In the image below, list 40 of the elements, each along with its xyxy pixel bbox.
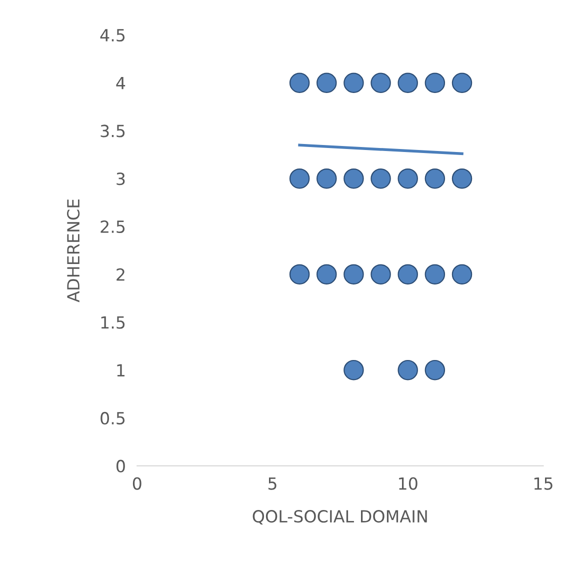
x-tick-label: 5 xyxy=(268,477,276,490)
x-tick-label: 10 xyxy=(399,477,418,490)
point xyxy=(316,72,337,93)
point xyxy=(289,264,310,284)
x-tick-label: 0 xyxy=(132,477,142,490)
point xyxy=(424,264,446,284)
point xyxy=(398,360,418,380)
point xyxy=(316,168,337,189)
point xyxy=(316,264,337,284)
y-tick-label: 2.5 xyxy=(100,220,125,234)
x-axis-title: QOL-SOCIAL DOMAIN xyxy=(252,510,427,525)
point xyxy=(452,168,472,189)
x-tick-label: 15 xyxy=(534,477,552,490)
point xyxy=(424,360,446,380)
point xyxy=(344,264,364,284)
y-tick-label: 4.5 xyxy=(100,29,125,42)
point xyxy=(370,168,391,189)
y-tick-label: 0 xyxy=(116,460,125,472)
point xyxy=(289,72,310,93)
y-tick-label: 1 xyxy=(117,364,124,376)
y-tick-label: 3.5 xyxy=(100,124,125,138)
point xyxy=(398,264,418,284)
point xyxy=(424,168,446,189)
point xyxy=(370,264,391,284)
point xyxy=(398,168,418,189)
point xyxy=(289,168,310,189)
y-axis-title: ADHERENCE xyxy=(67,199,80,302)
point xyxy=(344,168,364,189)
point xyxy=(344,72,364,93)
y-tick-label: 2 xyxy=(116,268,124,281)
y-tick-label: 3 xyxy=(116,172,125,186)
y-tick-label: 0.5 xyxy=(100,412,125,425)
point xyxy=(452,264,472,284)
y-tick-label: 4 xyxy=(116,77,126,90)
point xyxy=(452,72,472,93)
point xyxy=(370,72,391,93)
point xyxy=(344,360,364,380)
point xyxy=(398,72,418,93)
point xyxy=(424,72,446,93)
y-tick-label: 1.5 xyxy=(101,316,125,329)
